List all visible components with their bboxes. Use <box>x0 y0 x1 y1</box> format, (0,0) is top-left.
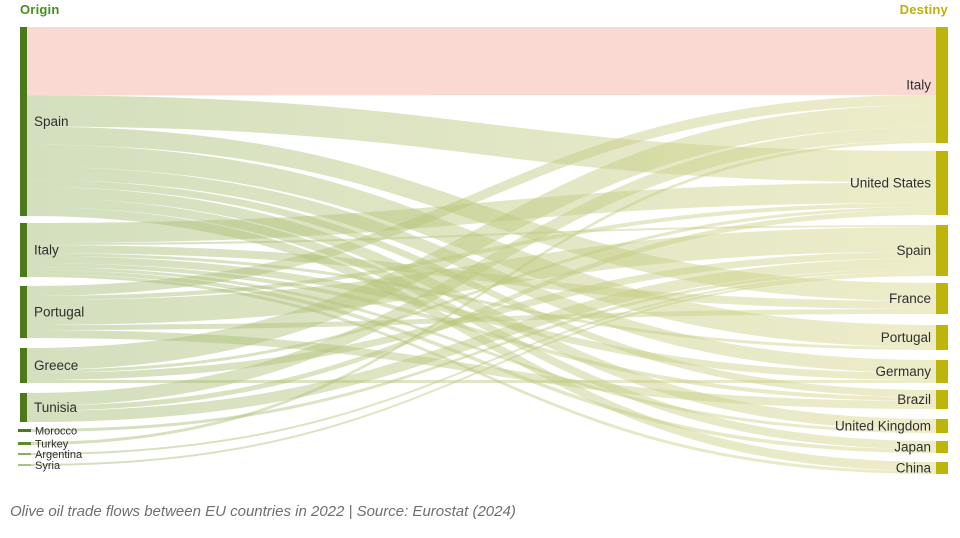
destiny-label-france: France <box>889 291 931 306</box>
destiny-node-japan <box>936 441 948 453</box>
sankey-canvas: Spain Italy Portugal Greece Tunisia MoroccoTu… <box>18 27 948 476</box>
origin-node-portugal <box>20 286 27 338</box>
flow-tunisia-to-italy <box>27 127 936 406</box>
origin-node-tunisia <box>20 393 27 422</box>
destiny-node-germany <box>936 360 948 383</box>
flow-italy-to-japan <box>27 270 936 453</box>
chart-caption: Olive oil trade flows between EU countri… <box>10 503 516 520</box>
flow-portugal-to-united-states <box>27 202 936 300</box>
destiny-label-japan: Japan <box>894 440 931 455</box>
flow-argentina-to-spain <box>31 272 936 455</box>
origin-node-argentina <box>18 453 31 455</box>
destiny-node-italy <box>936 27 948 143</box>
origin-label-italy: Italy <box>34 243 59 258</box>
flow-tunisia-to-united-states <box>27 209 936 411</box>
flow-morocco-to-spain <box>31 269 936 432</box>
origin-node-italy <box>20 223 27 277</box>
flow-greece-to-germany <box>27 380 936 383</box>
origin-label-argentina: Argentina <box>35 449 83 461</box>
flow-tunisia-to-spain <box>27 258 936 422</box>
flow-greece-to-italy <box>27 105 936 370</box>
origin-node-greece <box>20 348 27 383</box>
flow-portugal-to-brazil <box>27 330 936 409</box>
flow-italy-to-china <box>27 274 936 474</box>
flow-spain-to-brazil <box>27 179 936 397</box>
destiny-node-france <box>936 283 948 314</box>
origin-label-turkey: Turkey <box>35 438 69 450</box>
origin-node-turkey <box>18 442 31 445</box>
destiny-label-brazil: Brazil <box>897 392 931 407</box>
origin-node-morocco <box>18 429 31 432</box>
origin-label-spain: Spain <box>34 114 69 129</box>
destiny-label-italy: Italy <box>906 78 931 93</box>
destiny-column-title: Destiny <box>899 2 948 17</box>
destiny-label-china: China <box>896 461 932 476</box>
flow-spain-to-italy <box>27 27 936 96</box>
destiny-label-portugal: Portugal <box>881 330 931 345</box>
destiny-label-united-kingdom: United Kingdom <box>835 419 931 434</box>
origin-column-title: Origin <box>20 2 60 17</box>
origin-node-syria <box>18 464 31 466</box>
flow-greece-to-united-states <box>27 206 936 373</box>
destiny-node-portugal <box>936 325 948 350</box>
flow-portugal-to-italy <box>27 95 936 296</box>
origin-label-portugal: Portugal <box>34 305 84 320</box>
flow-spain-to-japan <box>27 197 936 450</box>
flow-italy-to-brazil <box>27 263 936 401</box>
destiny-node-united-kingdom <box>936 419 948 433</box>
origin-label-greece: Greece <box>34 358 78 373</box>
destiny-node-spain <box>936 225 948 276</box>
origin-node-spain <box>20 27 27 216</box>
origin-label-morocco: Morocco <box>35 425 77 437</box>
origin-label-syria: Syria <box>35 460 61 472</box>
flow-portugal-to-spain <box>27 226 936 325</box>
flow-turkey-to-italy <box>31 140 936 445</box>
origin-label-tunisia: Tunisia <box>34 400 78 415</box>
destiny-node-china <box>936 462 948 474</box>
destiny-label-germany: Germany <box>875 364 931 379</box>
destiny-node-brazil <box>936 390 948 409</box>
destiny-node-united-states <box>936 151 948 215</box>
flow-greece-to-spain <box>27 251 936 380</box>
flow-italy-to-portugal <box>27 253 936 350</box>
destiny-label-united-states: United States <box>850 176 931 191</box>
destiny-label-spain: Spain <box>896 243 931 258</box>
flow-syria-to-spain <box>31 274 936 466</box>
flow-italy-to-united-states <box>27 182 936 243</box>
